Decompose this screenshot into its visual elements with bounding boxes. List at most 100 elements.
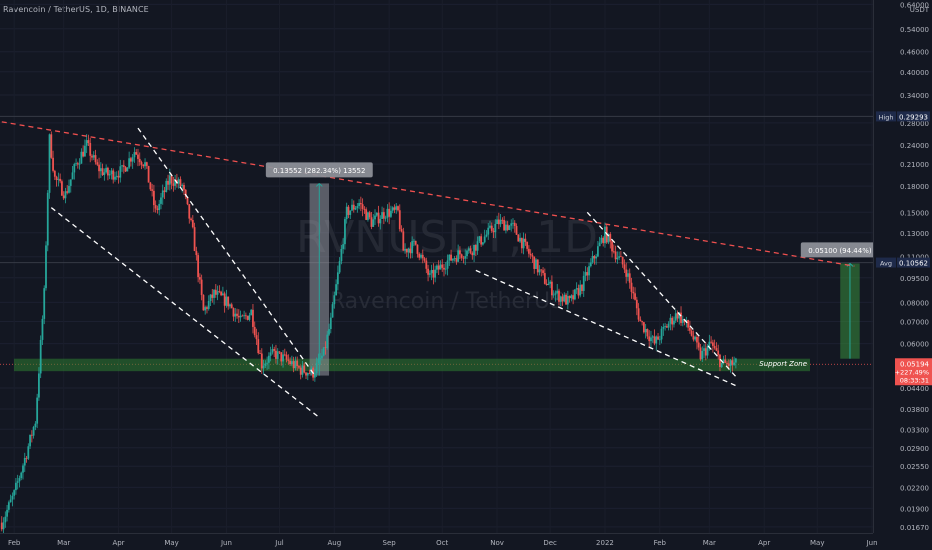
candle-body: [66, 191, 69, 193]
candle-body: [485, 234, 488, 237]
candle-body: [508, 225, 511, 230]
price-tick-label: 0.40000: [900, 69, 929, 77]
candle-body: [269, 352, 272, 356]
candle-body: [255, 335, 258, 340]
candle-body: [680, 312, 682, 323]
candle-body: [128, 158, 131, 168]
candle-body: [29, 434, 31, 447]
grid: [0, 3, 873, 528]
time-axis[interactable]: Feb Mar Apr May Jun Jul Aug Sep Oct Nov Dec 2022 Feb…: [0, 533, 878, 548]
candle-body: [75, 163, 77, 165]
resistance-line[interactable]: [0, 120, 855, 267]
candle-body: [522, 238, 525, 249]
candle-body: [696, 336, 698, 343]
candle-body: [439, 264, 442, 270]
candle-body: [190, 218, 192, 220]
price-tick-label: 0.01670: [900, 524, 929, 532]
candle-body: [405, 248, 408, 253]
time-tick-label: 2022: [596, 539, 614, 547]
candle-body: [191, 219, 194, 228]
candle-body: [264, 363, 267, 366]
time-tick-label: May: [810, 539, 824, 547]
zones: [14, 183, 860, 376]
candle-body: [43, 288, 46, 319]
candle-body: [651, 336, 654, 338]
candle-body: [227, 296, 230, 307]
candle-body: [570, 295, 573, 299]
candle-body: [276, 351, 279, 359]
candle-body: [76, 163, 79, 165]
currency-label: USDT: [910, 6, 930, 14]
price-axis[interactable]: 0.64000 0.54000 0.46000 0.40000 0.34000 0.280…: [873, 0, 932, 550]
candle-body: [664, 326, 667, 327]
candle-body: [505, 224, 507, 231]
candle-body: [11, 495, 14, 500]
candle-body: [669, 317, 672, 324]
candle-body: [250, 309, 253, 316]
candle-body: [204, 307, 207, 311]
channel-2-lower-line[interactable]: [475, 269, 738, 388]
candle-body: [623, 264, 626, 270]
candle-body: [591, 256, 594, 263]
candle-body: [22, 465, 24, 473]
candle-body: [85, 140, 88, 146]
candle-body: [365, 209, 368, 220]
candle-body: [459, 250, 461, 255]
candle-body: [156, 208, 159, 211]
candle-body: [607, 234, 610, 243]
trend-lines[interactable]: [0, 120, 855, 418]
candle-body: [711, 342, 714, 346]
candle-body: [448, 254, 451, 261]
channel-1-lower-line[interactable]: [50, 207, 319, 418]
candle-body: [296, 360, 299, 367]
candle-body: [451, 258, 454, 261]
candle-body: [565, 294, 567, 305]
candle-body: [690, 330, 693, 336]
candle-body: [64, 191, 67, 199]
candle-body: [662, 326, 665, 329]
candle-body: [209, 294, 212, 301]
candle-body: [506, 224, 509, 230]
candle-body: [411, 241, 414, 254]
candle-body: [657, 336, 659, 340]
candle-body: [55, 176, 58, 180]
candle-body: [236, 313, 238, 316]
candle-body: [612, 251, 615, 253]
candle-body: [363, 209, 366, 210]
candle-body: [0, 522, 3, 530]
candle-body: [512, 222, 514, 224]
candle-body: [115, 175, 118, 177]
measure-arrow: [315, 183, 320, 187]
candle-body: [611, 241, 613, 252]
candle-body: [515, 226, 518, 235]
candle-body: [658, 339, 661, 341]
channel-2-upper-line[interactable]: [586, 211, 739, 380]
candle-body: [584, 272, 587, 276]
candle-body: [416, 244, 419, 254]
channel-1-upper-line[interactable]: [137, 127, 316, 376]
candle-body: [290, 361, 293, 365]
candle-body: [283, 354, 286, 356]
measure-label-box: [265, 162, 373, 178]
candle-body: [243, 315, 246, 317]
candle-body: [642, 322, 645, 333]
candle-body: [181, 185, 184, 186]
marker-tag-label: High: [879, 113, 894, 121]
candle-body: [151, 189, 154, 191]
candle-body: [73, 164, 76, 173]
candle-body: [703, 348, 705, 351]
candle-body: [354, 208, 357, 210]
candle-body: [497, 219, 500, 225]
candle-body: [198, 277, 201, 280]
candle-body: [688, 327, 691, 331]
measure-label: 0.13552 (282.34%) 13552: [273, 167, 365, 175]
candle-body: [262, 365, 265, 369]
candle-body: [528, 248, 530, 254]
last-price-change: +227.49%: [895, 368, 929, 376]
candle-body: [131, 157, 134, 162]
candle-body: [68, 185, 70, 193]
candle-body: [57, 178, 60, 180]
candle-body: [595, 256, 598, 259]
candle-body: [319, 358, 322, 360]
